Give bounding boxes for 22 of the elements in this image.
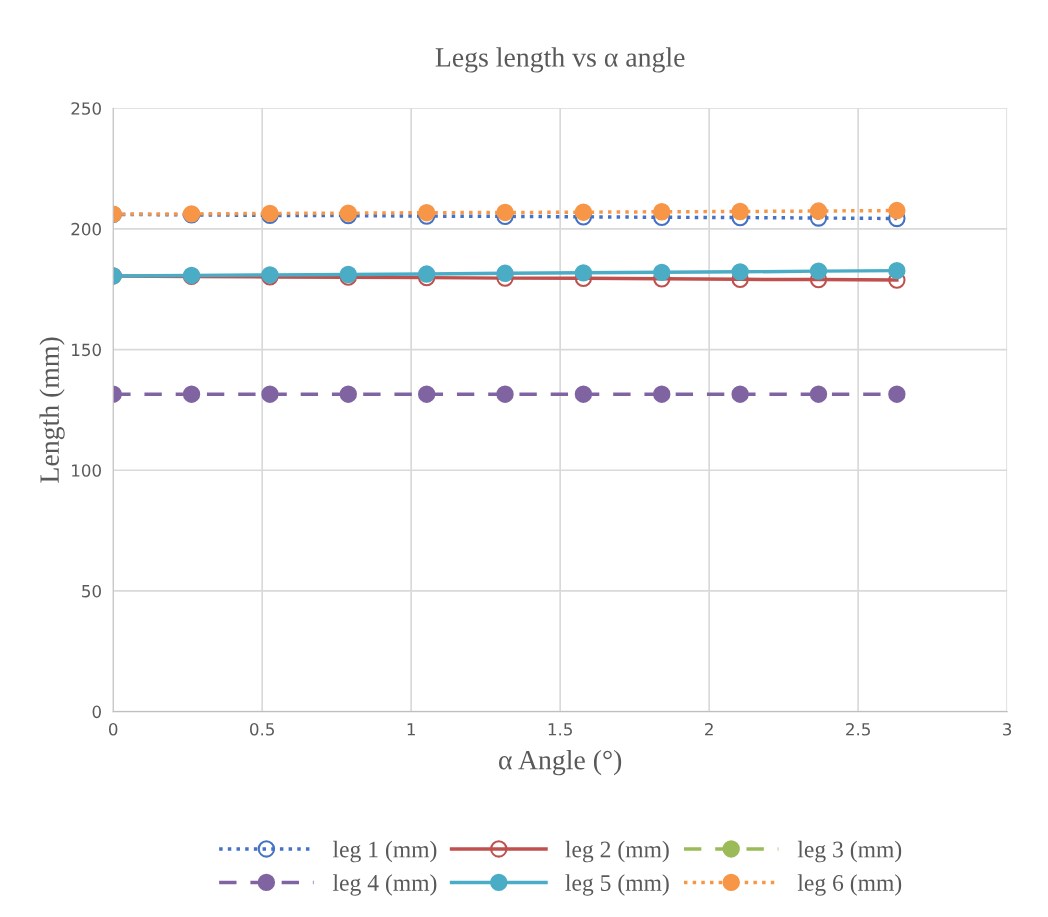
y-tick-label: 250 — [71, 102, 101, 115]
y-tick-label: 150 — [72, 343, 101, 357]
x-tick-label: 1 — [407, 723, 415, 736]
legend-label: leg 5 (mm) — [565, 874, 669, 896]
y-tick-label: 0 — [92, 705, 101, 719]
legend-label: leg 4 (mm) — [332, 874, 437, 896]
y-tick-label: 50 — [82, 584, 101, 598]
legend-label: leg 2 (mm) — [565, 840, 669, 863]
legend-label: leg 6 (mm) — [797, 874, 902, 896]
x-tick-label: 0 — [108, 723, 118, 736]
legend-label: leg 1 (mm) — [332, 840, 437, 863]
y-axis-title: Length (mm) — [39, 337, 65, 483]
x-axis-title: α Angle (°) — [499, 749, 622, 776]
x-tick-label: 1.5 — [548, 723, 572, 736]
x-tick-label: 3 — [1003, 723, 1012, 736]
legend-label: leg 3 (mm) — [797, 840, 902, 863]
chart-title: Legs length vs α angle — [435, 47, 685, 73]
x-tick-label: 2 — [705, 723, 713, 736]
y-tick-label: 200 — [71, 222, 101, 236]
y-tick-label: 100 — [72, 464, 101, 477]
x-tick-label: 0.5 — [250, 723, 274, 736]
x-tick-label: 2.5 — [846, 723, 870, 736]
